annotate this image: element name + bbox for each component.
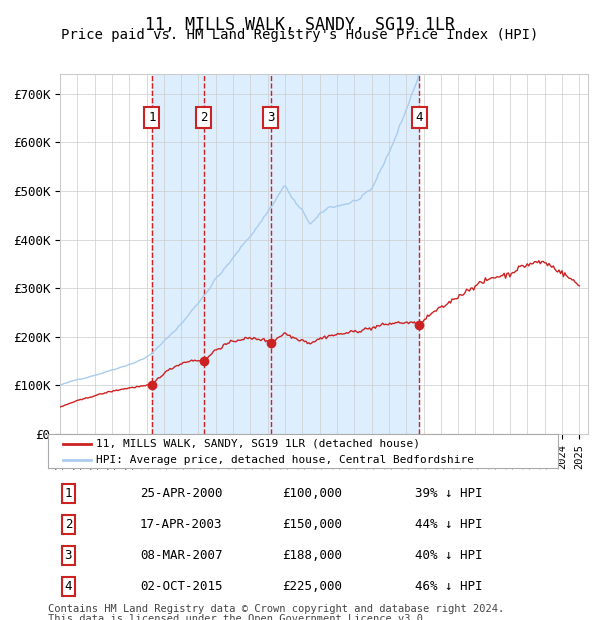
- Text: Price paid vs. HM Land Registry's House Price Index (HPI): Price paid vs. HM Land Registry's House …: [61, 28, 539, 42]
- Text: 3: 3: [65, 549, 72, 562]
- Text: 4: 4: [65, 580, 72, 593]
- Text: 17-APR-2003: 17-APR-2003: [140, 518, 223, 531]
- Bar: [152, 74, 203, 434]
- Text: 2: 2: [65, 518, 72, 531]
- Text: 46% ↓ HPI: 46% ↓ HPI: [415, 580, 482, 593]
- Text: 39% ↓ HPI: 39% ↓ HPI: [415, 487, 482, 500]
- Text: 3: 3: [267, 111, 275, 124]
- Bar: [271, 74, 419, 434]
- Text: 11, MILLS WALK, SANDY, SG19 1LR: 11, MILLS WALK, SANDY, SG19 1LR: [145, 16, 455, 33]
- Text: 4: 4: [415, 111, 423, 124]
- Text: 11, MILLS WALK, SANDY, SG19 1LR (detached house): 11, MILLS WALK, SANDY, SG19 1LR (detache…: [97, 438, 421, 448]
- Text: 02-OCT-2015: 02-OCT-2015: [140, 580, 223, 593]
- Text: 1: 1: [65, 487, 72, 500]
- Text: This data is licensed under the Open Government Licence v3.0.: This data is licensed under the Open Gov…: [48, 614, 429, 620]
- Text: 25-APR-2000: 25-APR-2000: [140, 487, 223, 500]
- Text: 1: 1: [148, 111, 155, 124]
- Text: Contains HM Land Registry data © Crown copyright and database right 2024.: Contains HM Land Registry data © Crown c…: [48, 604, 504, 614]
- Text: £225,000: £225,000: [283, 580, 343, 593]
- Text: 2: 2: [200, 111, 207, 124]
- Text: HPI: Average price, detached house, Central Bedfordshire: HPI: Average price, detached house, Cent…: [97, 454, 475, 464]
- Text: £100,000: £100,000: [283, 487, 343, 500]
- Bar: [203, 74, 271, 434]
- Text: £150,000: £150,000: [283, 518, 343, 531]
- Text: 40% ↓ HPI: 40% ↓ HPI: [415, 549, 482, 562]
- Text: 44% ↓ HPI: 44% ↓ HPI: [415, 518, 482, 531]
- Text: 08-MAR-2007: 08-MAR-2007: [140, 549, 223, 562]
- Text: £188,000: £188,000: [283, 549, 343, 562]
